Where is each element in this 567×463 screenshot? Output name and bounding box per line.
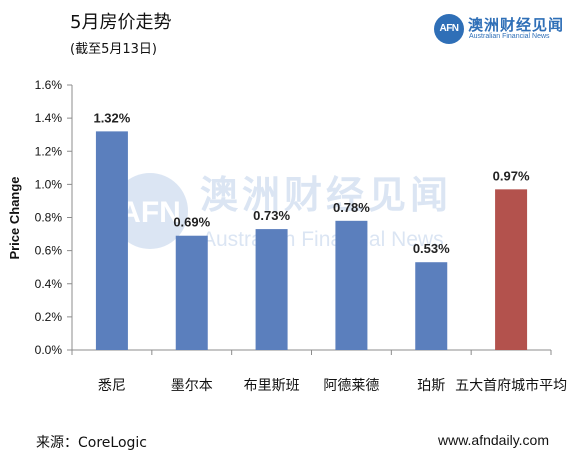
y-tick-label: 0.0% [35, 343, 63, 357]
y-axis-label: Price Change [7, 176, 22, 259]
x-tick-label: 悉尼 [98, 378, 126, 394]
chart-axes: 0.0% 0.2% 0.4% 0.6% 0.8% 1.0% 1.2% 1.4% 1.6% [35, 78, 552, 357]
y-tick-label: 0.6% [35, 244, 63, 258]
bar [255, 229, 288, 350]
watermark-name-en: Australian Financial News [202, 228, 444, 251]
page-subtitle: (截至5月13日) [70, 42, 157, 57]
y-tick-label: 1.2% [35, 144, 63, 158]
data-label: 0.69% [173, 215, 210, 230]
y-tick-label: 0.2% [35, 310, 63, 324]
bar [175, 235, 208, 350]
x-tick-label: 珀斯 [417, 378, 445, 394]
afn-logo-name-cn: 澳洲财经见闻 [468, 16, 565, 34]
x-tick-label: 阿德莱德 [323, 378, 379, 394]
bar [495, 189, 528, 350]
watermark-badge: AFN [119, 196, 181, 229]
data-label: 1.32% [93, 110, 130, 125]
bar [415, 262, 448, 350]
y-tick-label: 0.4% [35, 277, 63, 291]
y-tick-label: 1.4% [35, 111, 63, 125]
y-tick-label: 1.6% [35, 78, 63, 92]
x-tick-label: 墨尔本 [171, 378, 213, 394]
source-text: 来源：CoreLogic [36, 435, 147, 451]
afn-logo: AFN 澳洲财经见闻 Australian Financial News [434, 14, 563, 48]
bar [335, 220, 368, 350]
data-label: 0.53% [413, 241, 450, 256]
afn-logo-name-en: Australian Financial News [469, 33, 550, 40]
afn-logo-badge: AFN [434, 14, 464, 44]
data-label: 0.78% [333, 200, 370, 215]
y-tick-label: 0.8% [35, 211, 63, 225]
data-label: 0.97% [493, 168, 530, 183]
watermark-circle [112, 173, 188, 249]
chart-labels: 1.32% 悉尼 0.69% 墨尔本 0.73% 布里斯班 0.78% 阿德莱德 0.53% 珀斯… [93, 110, 567, 394]
bar [95, 131, 128, 350]
x-tick-label: 五大首府城市平均 [455, 377, 567, 394]
data-label: 0.73% [253, 208, 290, 223]
watermark-name-cn: 澳洲财经见闻 [200, 173, 452, 217]
x-tick-label: 布里斯班 [244, 378, 300, 394]
page-title: 5月房价走势 [70, 12, 172, 33]
chart-bars [95, 131, 528, 350]
y-tick-label: 1.0% [35, 177, 63, 191]
website-url[interactable]: www.afndaily.com [437, 432, 549, 448]
